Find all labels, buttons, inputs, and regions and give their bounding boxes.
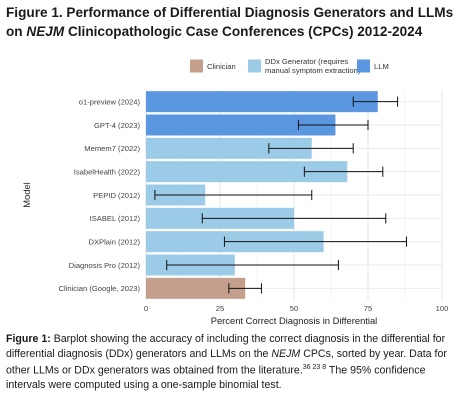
x-axis-title: Percent Correct Diagnosis in Differentia… bbox=[211, 315, 378, 326]
category-label: PEPID (2012) bbox=[93, 191, 140, 200]
chart-container: o1-preview (2024) GPT-4 (2023) Memem7 (202… bbox=[0, 50, 474, 335]
category-label: DXPlain (2012) bbox=[89, 237, 141, 246]
x-tick-label: 25 bbox=[216, 304, 224, 313]
x-tick-label: 100 bbox=[436, 304, 449, 313]
figure-title-suffix: Clinicopathologic Case Conferences (CPCs… bbox=[67, 24, 423, 39]
legend-label-llm: LLM bbox=[374, 62, 389, 71]
legend-swatch-llm bbox=[357, 59, 370, 73]
legend-swatch-ddx bbox=[248, 59, 261, 73]
bar-clinician bbox=[146, 277, 246, 299]
caption-lead: Figure 1: bbox=[6, 333, 51, 345]
category-label: ISABEL (2012) bbox=[90, 214, 141, 223]
figure-title-prefix: Figure 1. Performance of Differential Di… bbox=[6, 5, 454, 39]
caption-references: 36 23 8 bbox=[302, 364, 327, 372]
caption-text-1: Barplot showing the accuracy of includin… bbox=[6, 333, 446, 360]
caption-text-3: The 95% confidence intervals were comput… bbox=[6, 364, 426, 392]
figure-title-journal: NEJM bbox=[26, 24, 65, 39]
bar-ddx bbox=[146, 137, 312, 159]
legend-label-clinician: Clinician bbox=[207, 62, 236, 71]
x-tick-label: 50 bbox=[290, 304, 298, 313]
figure-caption: Figure 1: Barplot showing the accuracy o… bbox=[6, 332, 466, 393]
y-axis-title: Model bbox=[21, 182, 32, 208]
category-label: o1-preview (2024) bbox=[79, 97, 141, 106]
category-label: Memem7 (2022) bbox=[84, 144, 140, 153]
legend-swatch-clinician bbox=[190, 59, 203, 73]
figure-title: Figure 1. Performance of Differential Di… bbox=[6, 3, 468, 41]
bar-ddx bbox=[146, 161, 348, 183]
category-label: GPT-4 (2023) bbox=[94, 121, 140, 130]
category-label: Clinician (Google, 2023) bbox=[59, 284, 141, 293]
bar-llm bbox=[146, 114, 336, 136]
bar-llm bbox=[146, 91, 378, 113]
caption-journal: NEJM bbox=[271, 347, 301, 360]
caption-text-2: CPCs, sorted by year. Data for other LLM… bbox=[6, 347, 447, 377]
x-tick-label: 0 bbox=[144, 304, 148, 313]
x-tick-label: 75 bbox=[364, 304, 372, 313]
bar-chart: o1-preview (2024) GPT-4 (2023) Memem7 (202… bbox=[21, 57, 449, 326]
category-label: IsabelHealth (2022) bbox=[74, 167, 141, 176]
legend-label-ddx: DDx Generator (requires manual symptom ex… bbox=[265, 57, 361, 75]
category-label: Diagnosis Pro (2012) bbox=[69, 261, 141, 270]
